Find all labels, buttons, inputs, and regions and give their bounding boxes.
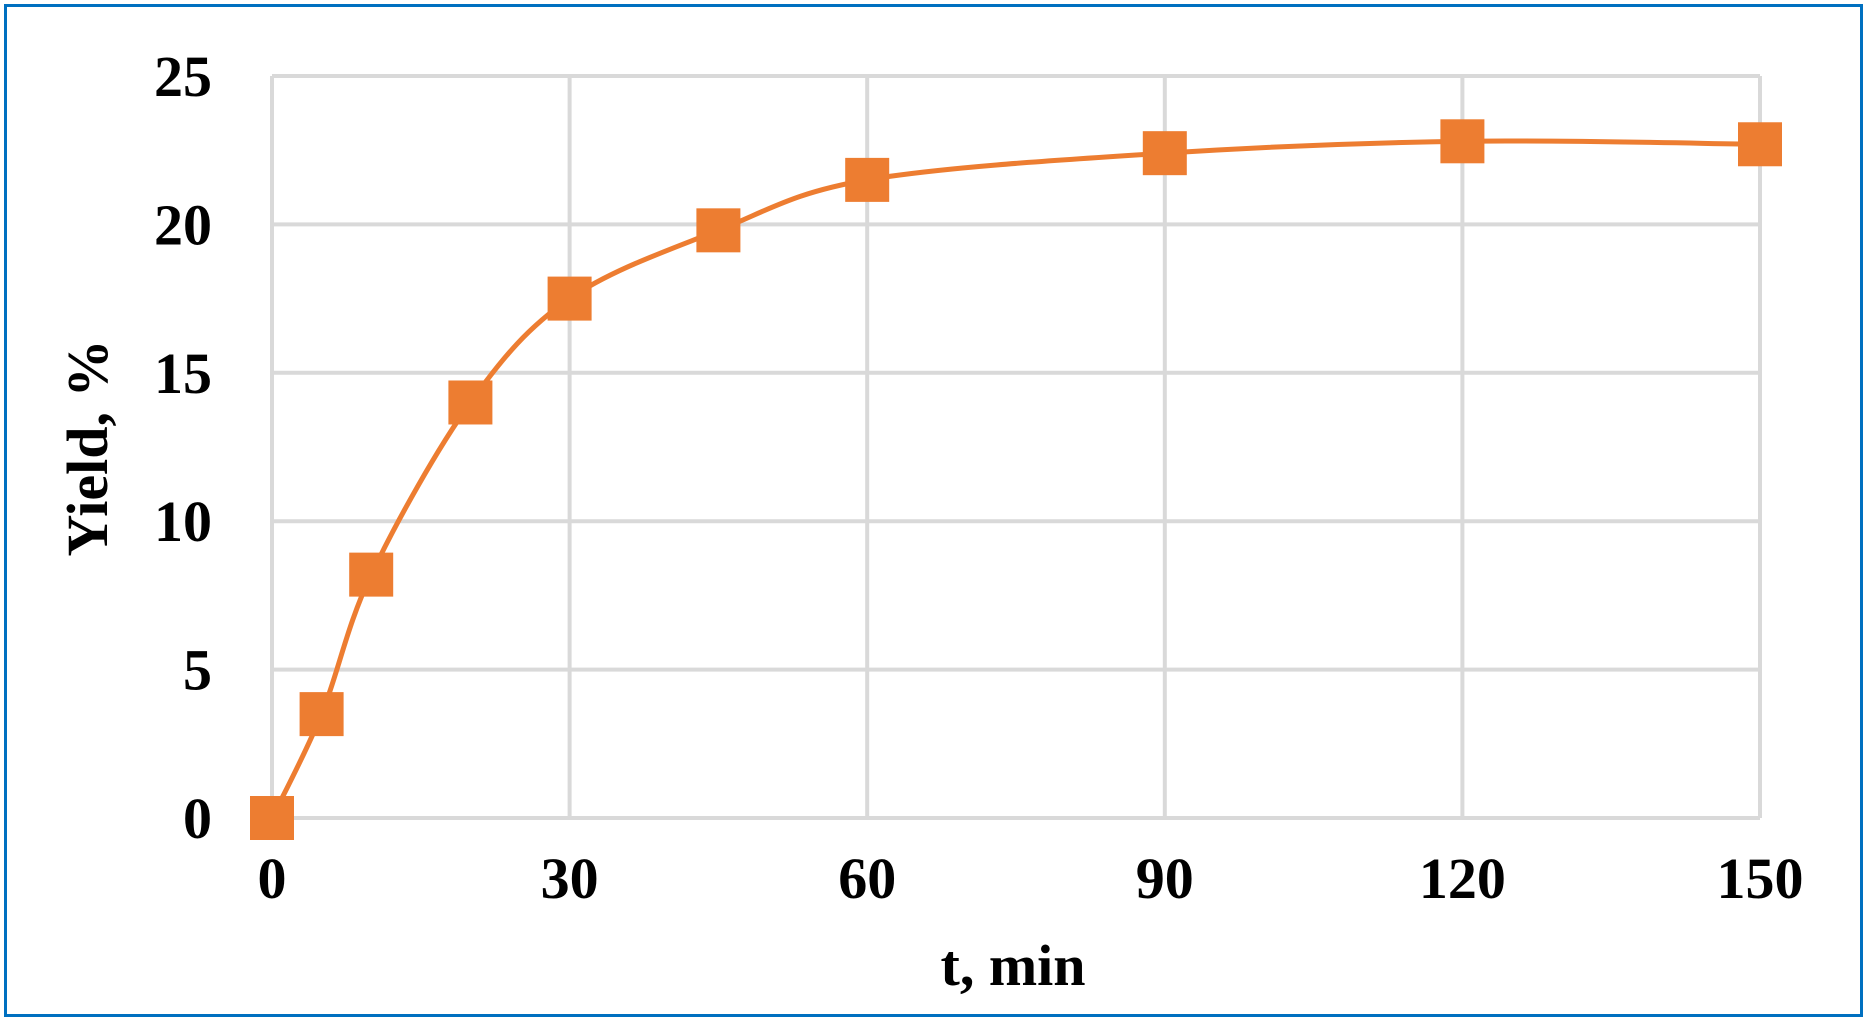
y-tick-label: 5: [183, 638, 212, 703]
data-point: [696, 208, 741, 253]
x-axis-title: t, min: [941, 933, 1086, 998]
x-tick-label: 120: [1419, 846, 1506, 911]
y-tick-label: 25: [154, 44, 212, 109]
x-tick-labels: 0 30 60 90 120 150: [258, 846, 1804, 911]
data-point: [1142, 131, 1187, 176]
y-tick-label: 15: [154, 341, 212, 406]
markers: [250, 119, 1782, 840]
data-point: [547, 276, 592, 321]
y-tick-label: 20: [154, 192, 212, 257]
grid: [270, 74, 1762, 820]
data-point: [299, 692, 344, 737]
y-tick-label: 10: [154, 489, 212, 554]
y-axis-title: Yield, %: [55, 340, 120, 557]
x-tick-label: 150: [1717, 846, 1804, 911]
data-point: [448, 380, 493, 425]
x-tick-label: 30: [541, 846, 599, 911]
series-line: [269, 138, 1761, 820]
x-tick-label: 90: [1136, 846, 1194, 911]
y-tick-label: 0: [183, 786, 212, 851]
y-tick-labels: 0 5 10 15 20 25: [154, 44, 212, 851]
data-point: [250, 796, 294, 840]
data-point: [1440, 119, 1485, 164]
series-path: [269, 138, 1761, 820]
data-point: [1738, 122, 1782, 167]
data-point: [349, 552, 394, 597]
x-tick-label: 60: [838, 846, 896, 911]
x-tick-label: 0: [258, 846, 287, 911]
data-point: [845, 157, 890, 202]
